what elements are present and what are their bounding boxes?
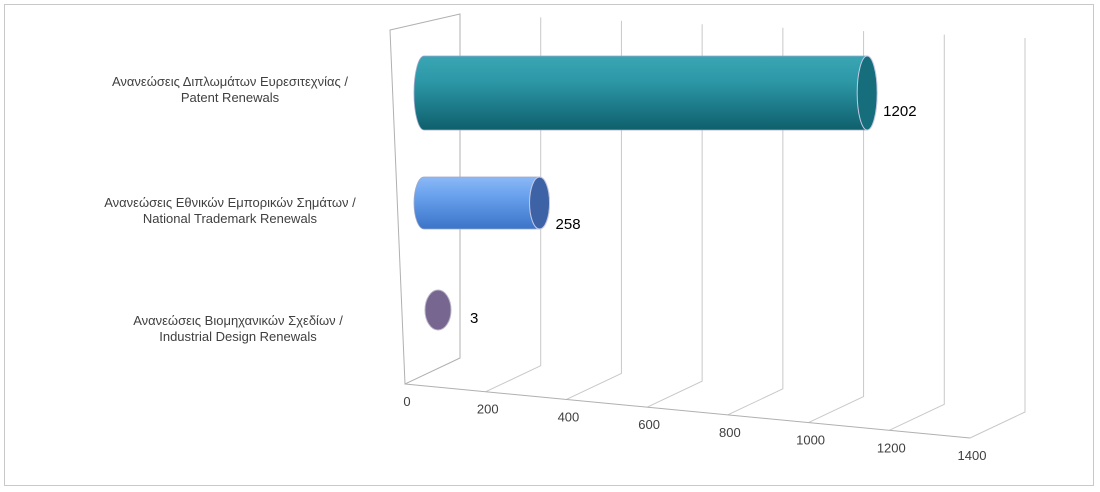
bar-cap	[856, 55, 878, 131]
chart-walls	[389, 13, 971, 439]
category-label: National Trademark Renewals	[143, 211, 318, 226]
bar	[413, 55, 878, 131]
x-tick-label: 800	[719, 425, 741, 440]
gridline	[566, 20, 622, 400]
gridline	[808, 31, 865, 424]
category-label: Ανανεώσεις Βιομηχανικών Σχεδίων /	[133, 313, 343, 328]
category-label: Patent Renewals	[181, 90, 280, 105]
data-label: 1202	[883, 103, 916, 120]
category-label: Ανανεώσεις Εθνικών Εμπορικών Σημάτων /	[104, 195, 356, 210]
bar-cap	[529, 176, 551, 230]
floor-front-edge	[404, 383, 971, 439]
data-label: 3	[470, 310, 478, 327]
category-label: Ανανεώσεις Διπλωμάτων Ευρεσιτεχνίας /	[112, 74, 348, 89]
x-tick-label: 400	[558, 409, 580, 424]
side-wall	[389, 13, 461, 385]
gridline	[485, 17, 542, 393]
x-tick-label: 600	[638, 417, 660, 432]
bar-cap	[424, 289, 452, 331]
data-label: 258	[556, 216, 581, 233]
x-tick-label: 1400	[958, 448, 987, 463]
bars	[413, 55, 878, 331]
x-tick-label: 200	[477, 402, 499, 417]
x-tick-labels: 0 200 400 600 800 1000 1200 1400	[403, 394, 986, 463]
category-labels: Ανανεώσεις Διπλωμάτων Ευρεσιτεχνίας /Pat…	[104, 74, 356, 344]
gridline	[889, 34, 945, 431]
data-labels: 1202 258 3	[470, 103, 917, 327]
bar	[424, 289, 452, 331]
category-label: Industrial Design Renewals	[159, 329, 317, 344]
x-tick-label: 1200	[877, 440, 906, 455]
gridline	[969, 38, 1026, 439]
gridlines	[485, 17, 1026, 439]
gridline	[727, 27, 784, 416]
bar-body	[413, 55, 878, 131]
x-tick-label: 1000	[796, 433, 825, 448]
x-tick-label: 0	[403, 394, 410, 409]
gridline	[646, 24, 703, 408]
bar	[413, 176, 551, 230]
